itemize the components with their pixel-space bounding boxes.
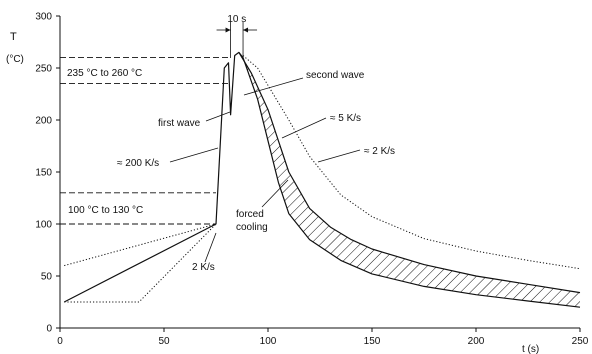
time-window-marker: 10 s: [216, 14, 258, 58]
y-tick-label-0: 0: [46, 324, 52, 335]
annotation-cooling: cooling: [236, 222, 268, 233]
x-axis-title: t (s): [522, 344, 539, 354]
annotation-second-wave: second wave: [306, 70, 365, 81]
annotation-rate-5: ≈ 5 K/s: [330, 113, 361, 124]
x-tick-label-200: 200: [468, 336, 485, 347]
x-tick-label-250: 250: [572, 336, 589, 347]
x-tick-label-0: 0: [57, 336, 63, 347]
annotation-leaders: [169, 77, 361, 263]
series-group: [63, 51, 581, 308]
annotation-forced: forced: [236, 209, 264, 220]
series-line-4: [64, 223, 217, 267]
y-tick-label-100: 100: [35, 220, 52, 231]
annotation-range-high: 235 °C to 260 °C: [67, 68, 142, 79]
annotation-rate-2a: ≈ 2 K/s: [364, 146, 395, 157]
hatched-band-fill: [238, 52, 580, 308]
y-axis-unit: (°C): [6, 54, 24, 65]
y-tick-label-250: 250: [35, 64, 52, 75]
hatched-cooling-band: [238, 52, 580, 308]
y-tick-label-50: 50: [41, 272, 53, 283]
y-axis-title: T: [10, 31, 17, 43]
annotation-rate-200: ≈ 200 K/s: [117, 158, 159, 169]
window-right-arrowhead: [243, 27, 249, 33]
y-tick-label-200: 200: [35, 116, 52, 127]
x-tick-label-150: 150: [364, 336, 381, 347]
series-line-2: [238, 52, 581, 294]
series-line-3: [64, 223, 217, 303]
ticks: 0 50 100 150 200 250 0 50 100 150 200 250 300: [35, 12, 588, 348]
window-label: 10 s: [227, 14, 246, 25]
y-tick-label-300: 300: [35, 12, 52, 23]
annotation-first-wave: first wave: [158, 118, 201, 129]
reference-lines: [60, 57, 231, 225]
y-tick-label-150: 150: [35, 168, 52, 179]
annotation-range-low: 100 °C to 130 °C: [68, 205, 143, 216]
x-tick-label-100: 100: [260, 336, 277, 347]
x-tick-label-50: 50: [158, 336, 170, 347]
window-left-arrowhead: [225, 27, 231, 33]
annotation-rate-2b: 2 K/s: [192, 262, 215, 273]
series-line-1: [63, 51, 581, 308]
series-line-5: [242, 55, 581, 270]
